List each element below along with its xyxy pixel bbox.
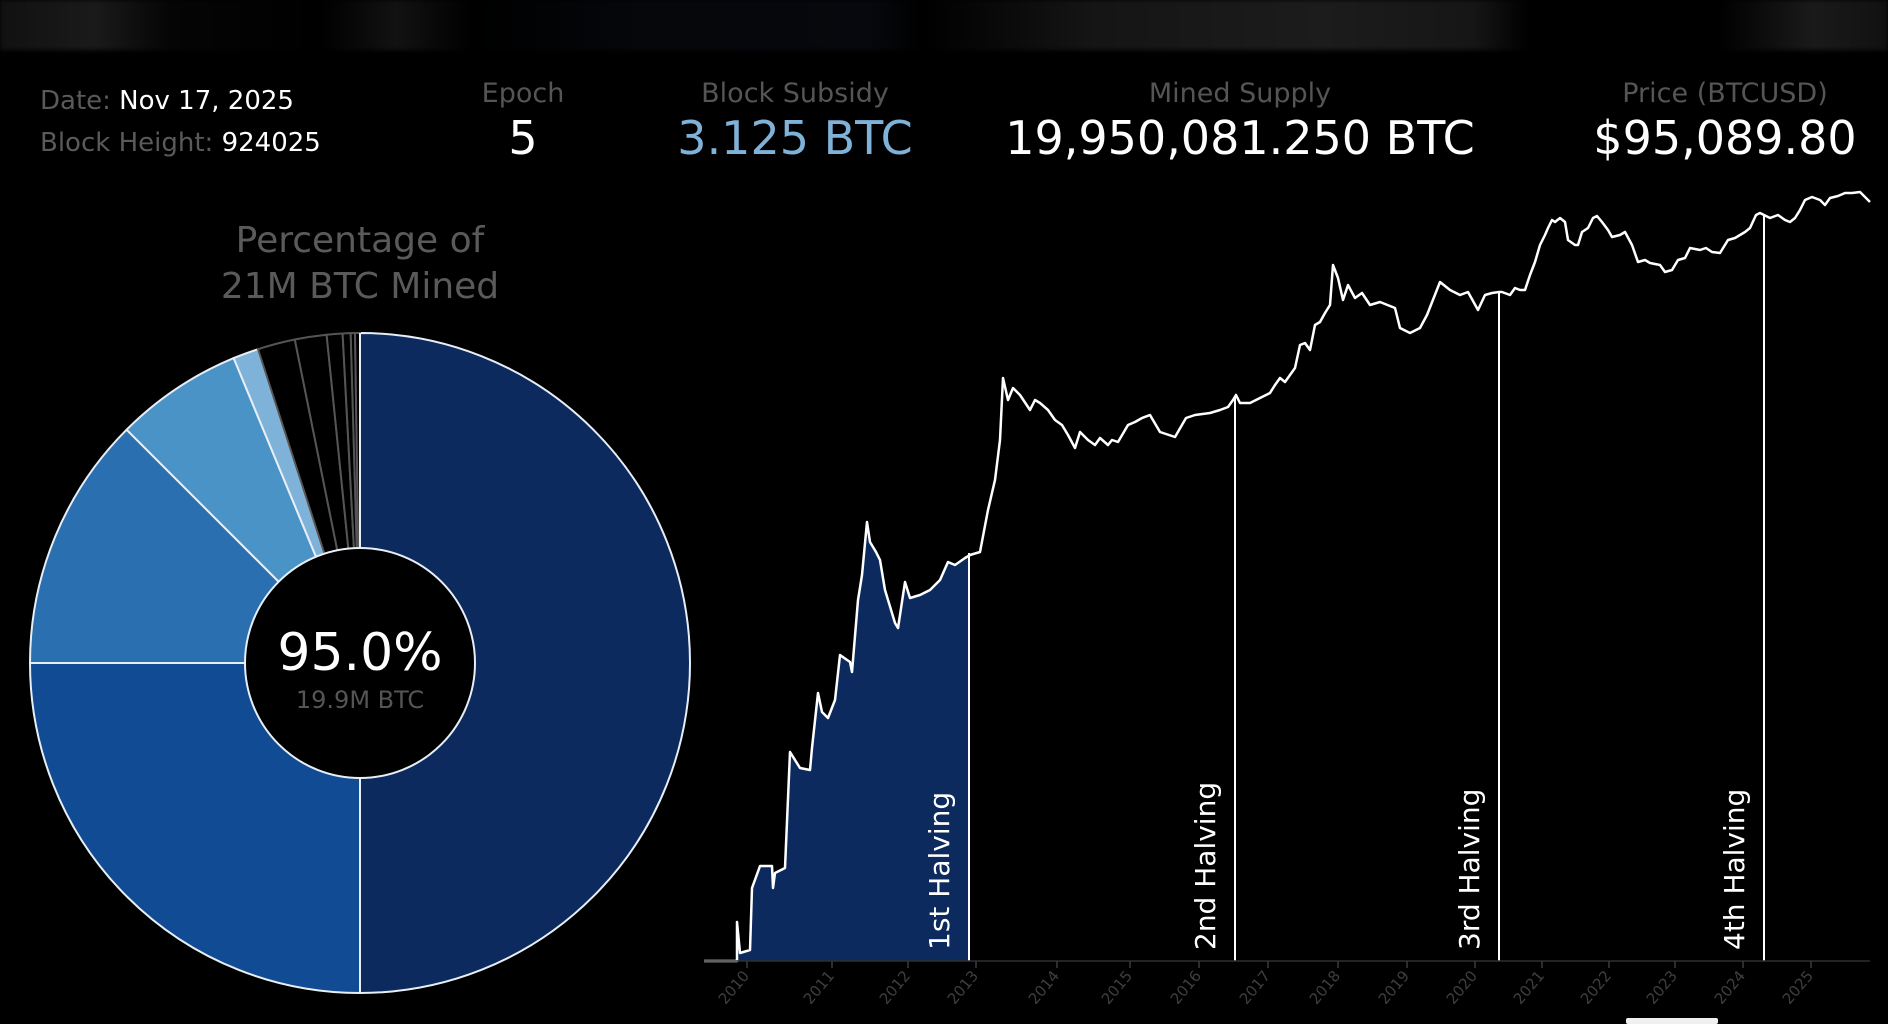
- mined-supply-stat: Mined Supply 19,950,081.250 BTC: [990, 78, 1490, 166]
- price-stat: Price (BTCUSD) $95,089.80: [1580, 78, 1870, 166]
- block-subsidy-value: 3.125 BTC: [677, 111, 913, 165]
- year-label: 2012: [876, 967, 914, 1008]
- price-label: Price (BTCUSD): [1622, 78, 1828, 109]
- x-axis-ticks: [746, 961, 1812, 968]
- pie-title-line1: Percentage of: [235, 220, 485, 261]
- year-label: 2015: [1098, 967, 1136, 1008]
- date-row: Date: Nov 17, 2025: [40, 80, 321, 122]
- year-label: 2017: [1236, 967, 1274, 1008]
- year-label: 2025: [1779, 967, 1817, 1008]
- supply-pie-chart: 95.0% 19.9M BTC: [28, 331, 691, 995]
- year-label: 2019: [1375, 967, 1413, 1008]
- pie-slice-epoch2: [28, 662, 361, 995]
- video-progress-fragment: [1626, 1018, 1718, 1024]
- year-label: 2024: [1711, 967, 1749, 1008]
- price-value: $95,089.80: [1593, 111, 1857, 165]
- date-value: Nov 17, 2025: [119, 86, 294, 116]
- halving-label-3: 3rd Halving: [1453, 789, 1486, 950]
- pie-title-line2: 21M BTC Mined: [220, 266, 500, 307]
- block-subsidy-stat: Block Subsidy 3.125 BTC: [645, 78, 945, 166]
- mined-supply-value: 19,950,081.250 BTC: [1005, 111, 1475, 165]
- epoch-label: Epoch: [481, 78, 565, 109]
- pie-center-percentage: 95.0%: [277, 623, 442, 683]
- date-block-info: Date: Nov 17, 2025 Block Height: 924025: [40, 80, 321, 164]
- halving-label-2: 2nd Halving: [1189, 782, 1222, 950]
- block-subsidy-label: Block Subsidy: [701, 78, 889, 109]
- year-label: 2013: [944, 967, 982, 1008]
- year-label: 2016: [1167, 967, 1205, 1008]
- pie-center-btc: 19.9M BTC: [296, 686, 424, 714]
- year-label: 2021: [1510, 967, 1548, 1008]
- x-axis-year-labels: 2010 2011 2012 2013 2014 2015 2016 2017 …: [715, 967, 1817, 1008]
- year-label: 2020: [1443, 967, 1481, 1008]
- blurred-top-banner: [0, 0, 1888, 50]
- year-label: 2011: [800, 967, 838, 1008]
- price-area-chart: 1st Halving 2nd Halving 3rd Halving 4th …: [704, 190, 1871, 1008]
- epoch-value: 5: [508, 111, 538, 165]
- year-label: 2018: [1306, 967, 1344, 1008]
- date-label: Date:: [40, 86, 111, 116]
- halving-label-1: 1st Halving: [923, 792, 956, 950]
- year-label: 2022: [1577, 967, 1615, 1008]
- pie-center-hole: [244, 547, 476, 779]
- year-label: 2014: [1025, 967, 1063, 1008]
- block-height-label: Block Height:: [40, 128, 214, 158]
- pie-slice-epoch1: [359, 331, 691, 995]
- pie-title: Percentage of 21M BTC Mined: [160, 218, 560, 310]
- mined-supply-label: Mined Supply: [1148, 78, 1332, 109]
- block-height-value: 924025: [221, 128, 321, 158]
- year-label: 2023: [1643, 967, 1681, 1008]
- halving-label-4: 4th Halving: [1718, 789, 1751, 950]
- price-line: [704, 190, 1871, 963]
- year-label: 2010: [715, 967, 753, 1008]
- price-area-epoch1: [737, 522, 969, 961]
- epoch-stat: Epoch 5: [463, 78, 583, 166]
- block-height-row: Block Height: 924025: [40, 122, 321, 164]
